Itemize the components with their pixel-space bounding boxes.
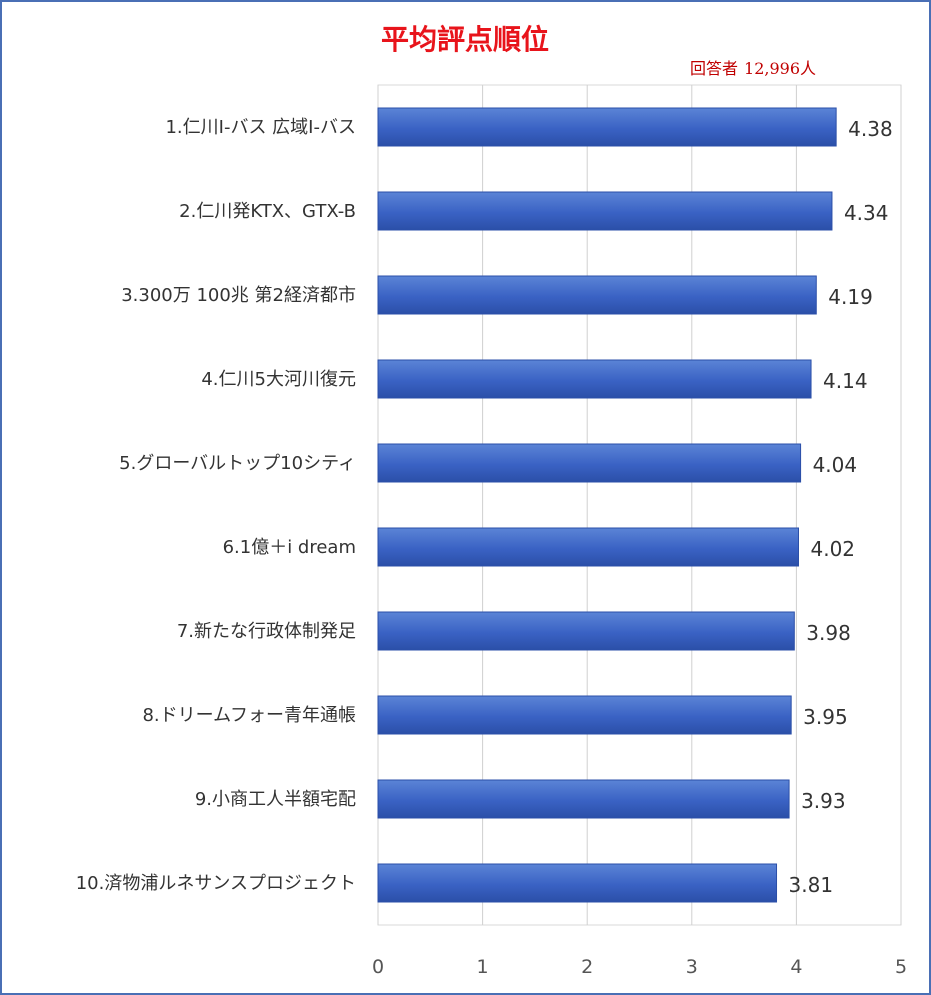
value-label: 3.98 bbox=[806, 621, 851, 645]
bars bbox=[377, 107, 837, 903]
category-label: 4.仁川5大河川復元 bbox=[201, 369, 356, 390]
value-label: 4.04 bbox=[813, 453, 858, 477]
bar bbox=[377, 107, 837, 147]
category-label: 5.グローバルトップ10シティ bbox=[119, 453, 356, 474]
x-tick-label: 3 bbox=[686, 956, 698, 978]
category-label: 1.仁川I-バス 広域I-バス bbox=[165, 117, 356, 138]
x-tick-label: 1 bbox=[477, 956, 489, 978]
value-label: 4.19 bbox=[828, 285, 873, 309]
bar bbox=[377, 863, 778, 903]
bar bbox=[377, 779, 790, 819]
value-label: 3.81 bbox=[789, 873, 834, 897]
value-labels: 4.38 4.34 4.19 4.14 4.04 4.02 3.98 3.95 3.93 3.81 bbox=[789, 117, 893, 897]
x-axis-ticks: 0 1 2 3 4 5 bbox=[372, 956, 907, 978]
bar bbox=[377, 275, 817, 315]
x-tick-label: 2 bbox=[581, 956, 593, 978]
category-label: 6.1億＋i dream bbox=[223, 537, 356, 558]
category-label: 10.済物浦ルネサンスプロジェクト bbox=[76, 873, 356, 894]
respondents-count: 12,996人 bbox=[744, 59, 817, 78]
respondents-note: 回答者 12,996人 bbox=[690, 55, 890, 79]
value-label: 4.14 bbox=[823, 369, 868, 393]
x-tick-label: 4 bbox=[790, 956, 802, 978]
bar bbox=[377, 359, 812, 399]
bar bbox=[377, 191, 833, 231]
value-label: 3.95 bbox=[803, 705, 848, 729]
value-label: 4.38 bbox=[848, 117, 893, 141]
category-labels: 1.仁川I-バス 広域I-バス 2.仁川発KTX、GTX-B 3.300万 100兆… bbox=[76, 117, 356, 894]
bar bbox=[377, 527, 799, 567]
value-label: 4.02 bbox=[810, 537, 855, 561]
category-label: 7.新たな行政体制発足 bbox=[177, 621, 356, 642]
category-label: 3.300万 100兆 第2経済都市 bbox=[121, 285, 356, 306]
bar bbox=[377, 611, 795, 651]
value-label: 4.34 bbox=[844, 201, 889, 225]
category-label: 8.ドリームフォー青年通帳 bbox=[142, 705, 356, 726]
x-tick-label: 0 bbox=[372, 956, 384, 978]
chart-title: 平均評点順位 bbox=[380, 23, 549, 56]
category-label: 9.小商工人半額宅配 bbox=[195, 789, 356, 810]
category-label: 2.仁川発KTX、GTX-B bbox=[179, 201, 356, 222]
bar bbox=[377, 695, 792, 735]
x-tick-label: 5 bbox=[895, 956, 907, 978]
respondents-label: 回答者 bbox=[690, 59, 739, 78]
value-label: 3.93 bbox=[801, 789, 846, 813]
bar bbox=[377, 443, 802, 483]
